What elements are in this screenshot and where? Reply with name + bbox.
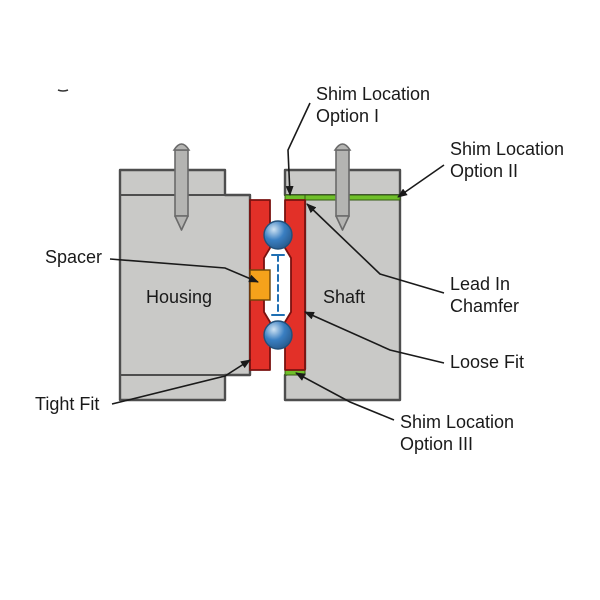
- svg-text:Option III: Option III: [400, 434, 473, 454]
- tight-fit-label: Tight Fit: [35, 394, 99, 414]
- stray-mark: [58, 90, 68, 91]
- housing-label: Housing: [146, 287, 212, 307]
- pin-right-head: [335, 144, 350, 150]
- pin-left-head: [174, 144, 189, 150]
- shaft-label: Shaft: [323, 287, 365, 307]
- lead-in-chamfer-label: Lead InChamfer: [450, 274, 519, 316]
- svg-text:Option I: Option I: [316, 106, 379, 126]
- spacer-0: [250, 270, 270, 300]
- pin-right-shaft: [336, 150, 349, 216]
- svg-text:Shim Location: Shim Location: [450, 139, 564, 159]
- bearing-ball-1: [264, 321, 292, 349]
- bearing-cross-section-diagram: Housing Shaft Spacer Tight Fit Shim Location…: [0, 0, 600, 600]
- spacer-label: Spacer: [45, 247, 102, 267]
- shim-loc-2-label: Shim LocationOption II: [450, 139, 564, 181]
- bearing-ball-0: [264, 221, 292, 249]
- shim-shim2: [305, 195, 400, 200]
- svg-text:Lead In: Lead In: [450, 274, 510, 294]
- svg-text:Chamfer: Chamfer: [450, 296, 519, 316]
- svg-text:Shim Location: Shim Location: [316, 84, 430, 104]
- shim-loc-3-label: Shim LocationOption III: [400, 412, 514, 454]
- shim-loc-1-label: Shim LocationOption I: [316, 84, 430, 126]
- pin-left-shaft: [175, 150, 188, 216]
- svg-text:Option II: Option II: [450, 161, 518, 181]
- loose-fit-label: Loose Fit: [450, 352, 524, 372]
- shim-loc-2-leader: [398, 165, 444, 197]
- svg-text:Shim Location: Shim Location: [400, 412, 514, 432]
